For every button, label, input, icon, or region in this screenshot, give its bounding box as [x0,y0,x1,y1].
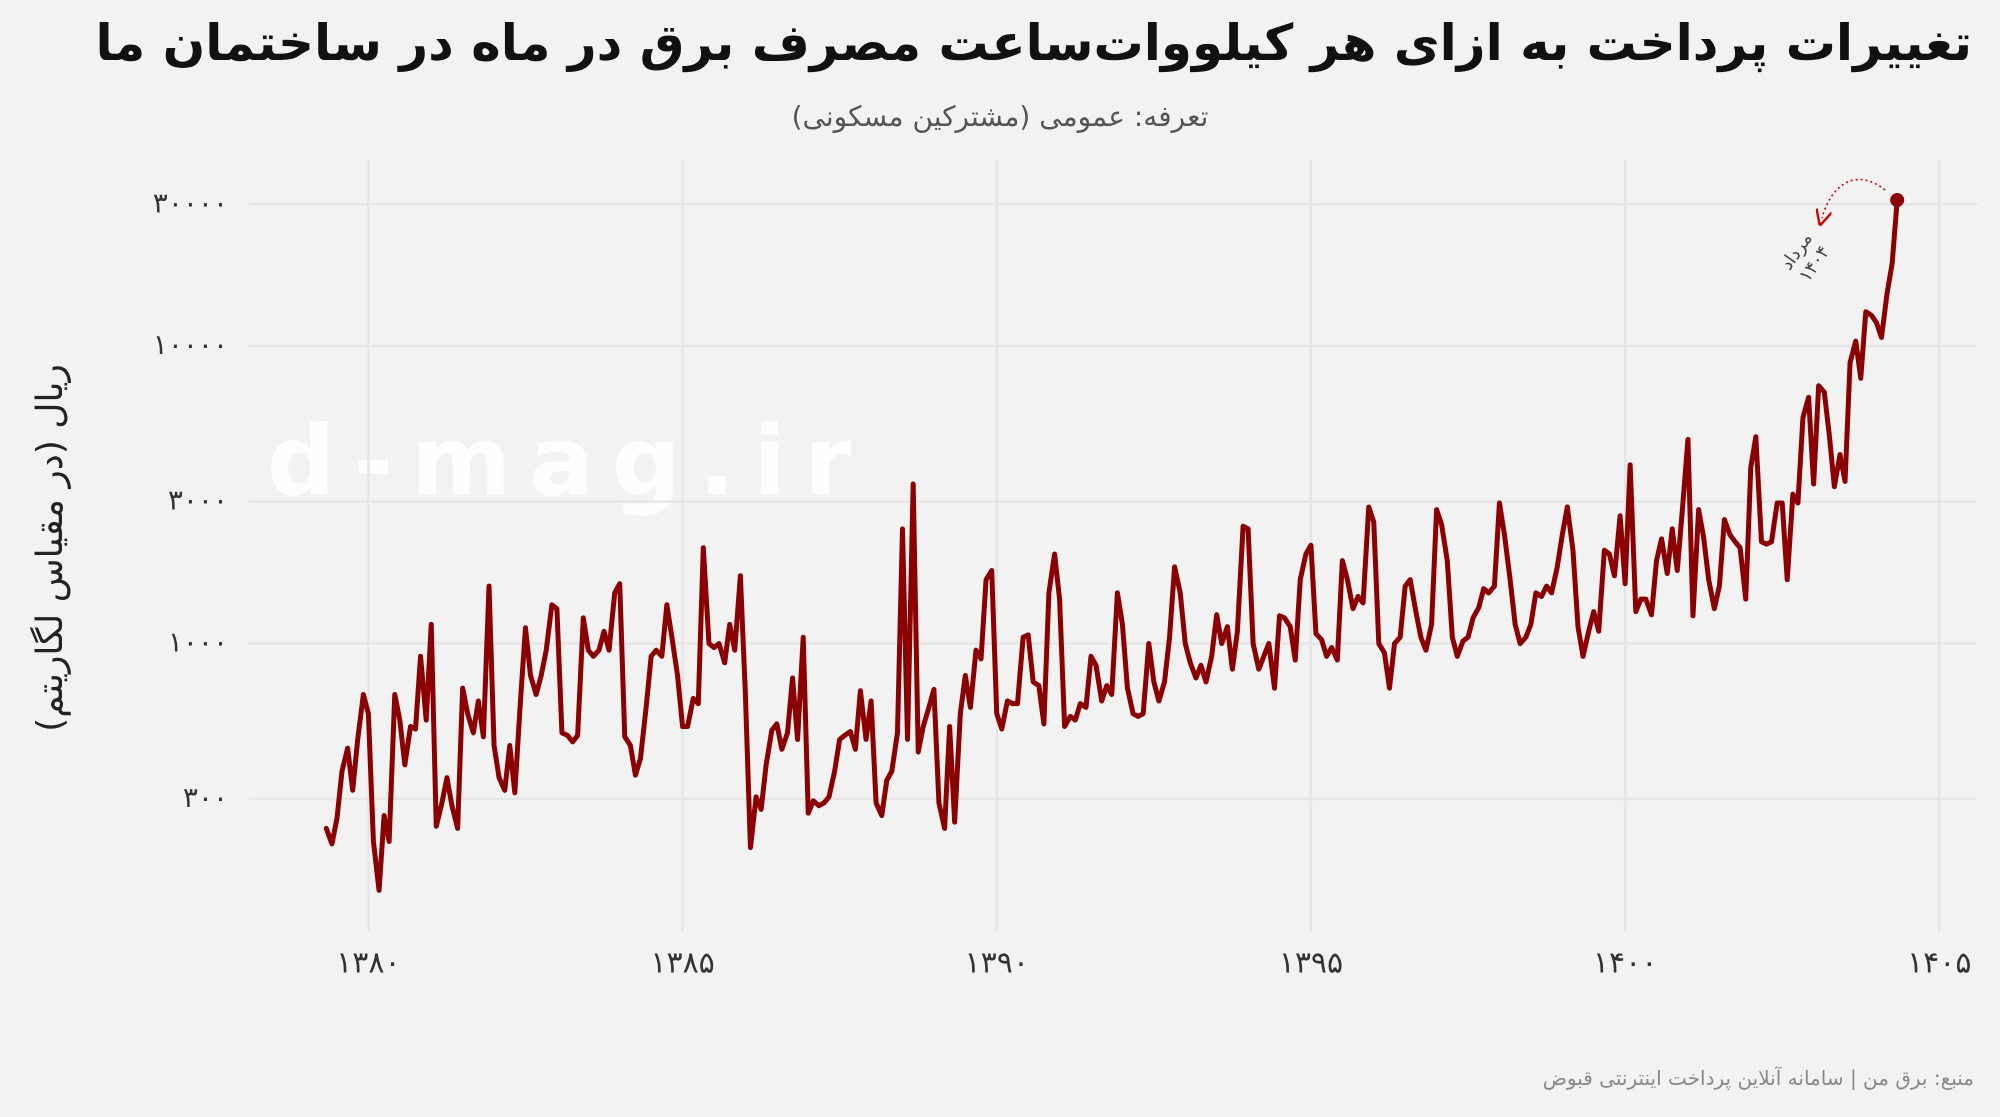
y-tick-label: ۱۰۰۰۰ [153,328,228,361]
chart-subtitle: تعرفه: عمومی (مشترکین مسکونی) [791,100,1209,133]
x-tick-label: ۱۳۸۰ [336,946,400,981]
y-tick-label: ۳۰۰ [183,781,228,814]
y-tick-label: ۳۰۰۰ [168,484,228,517]
x-tick-label: ۱۴۰۵ [1907,946,1971,981]
watermark: d-mag.ir [267,405,870,517]
x-tick-label: ۱۳۸۵ [650,946,714,981]
caption: منبع: برق من | سامانه آنلاین پرداخت اینت… [1542,1066,1974,1090]
x-tick-label: ۱۳۹۰ [965,946,1029,981]
x-tick-label: ۱۳۹۵ [1279,946,1343,981]
end-point [1890,193,1905,208]
chart-title: تغییرات پرداخت به ازای هر کیلووات‌ساعت م… [95,14,1972,72]
y-axis-label: ریال (در مقیاس لگاریتم) [29,364,71,732]
annotation: مرداد ۱۴۰۴ [1776,229,1834,286]
line [323,197,1900,893]
y-tick-label: ۳۰۰۰۰ [153,186,228,219]
x-tick-label: ۱۴۰۰ [1593,946,1657,981]
annotation-arrow [1822,178,1886,218]
y-tick-label: ۱۰۰۰ [168,626,228,659]
